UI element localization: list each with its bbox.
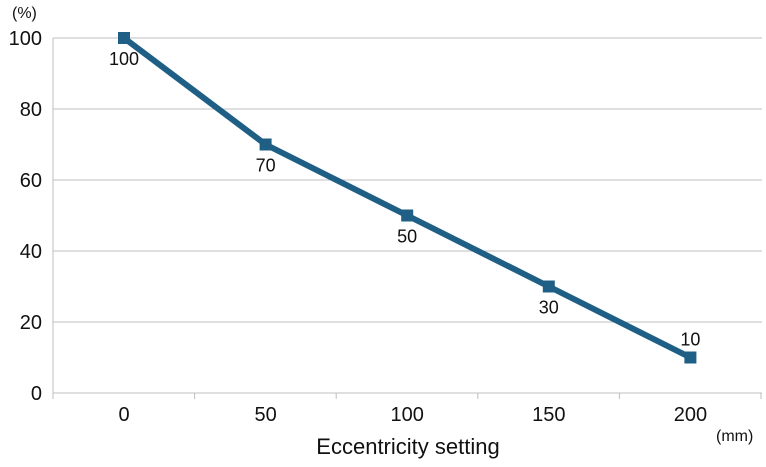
y-tick-label: 80: [20, 99, 42, 121]
y-tick-label: 100: [9, 28, 42, 50]
y-tick-label: 0: [31, 383, 42, 405]
data-label: 10: [680, 330, 700, 350]
x-tick-marks: [52, 393, 762, 399]
data-point-marker: [118, 32, 130, 44]
data-label: 100: [109, 49, 139, 69]
data-point-marker: [684, 351, 697, 364]
x-tick-label: 100: [391, 404, 424, 426]
x-tick-label: 50: [254, 404, 276, 426]
series-line: [121, 35, 694, 361]
x-tick-label: 150: [532, 404, 565, 426]
y-tick-label: 20: [20, 312, 42, 334]
x-tick-labels: 0 50 100 150 200: [118, 404, 707, 426]
data-point-marker: [259, 138, 272, 151]
data-label: 50: [397, 227, 417, 247]
x-axis-unit: (mm): [716, 428, 753, 445]
y-axis-unit: (%): [12, 5, 37, 22]
data-label: 70: [256, 156, 276, 176]
data-label: 30: [539, 298, 559, 318]
y-tick-label: 60: [20, 170, 42, 192]
data-point-marker: [542, 280, 555, 293]
y-tick-label: 40: [20, 241, 42, 263]
data-point-marker: [401, 209, 414, 222]
y-tick-labels: 0 20 40 60 80 100: [9, 28, 42, 405]
x-tick-label: 0: [118, 404, 129, 426]
x-tick-label: 200: [674, 404, 707, 426]
x-axis-label: Eccentricity setting: [316, 434, 499, 459]
series-group: 100 70 50 30 10: [109, 32, 700, 364]
grid-lines: [53, 37, 762, 323]
